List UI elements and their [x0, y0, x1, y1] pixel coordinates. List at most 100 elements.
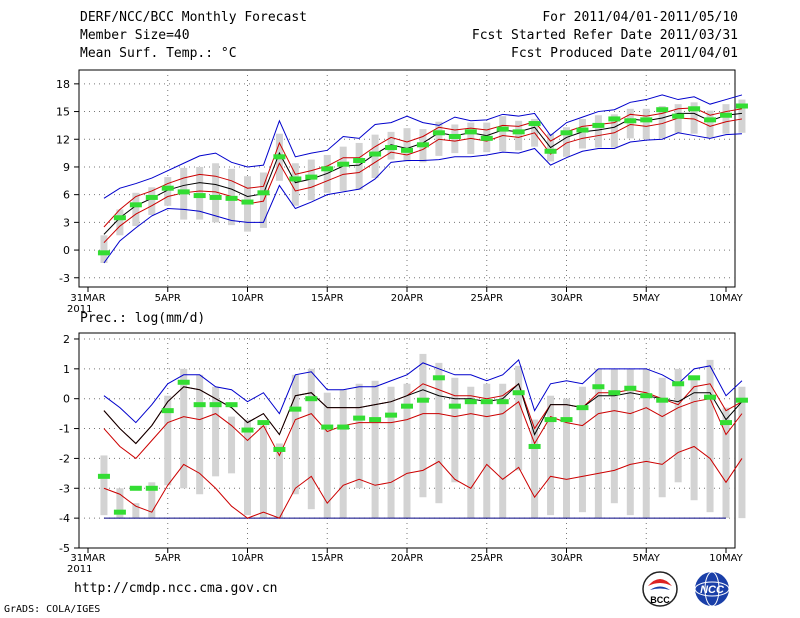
- observed-marker: [257, 190, 270, 196]
- ncc-logo-text: NCC: [700, 584, 725, 596]
- observed-marker: [720, 112, 732, 118]
- ensemble-box: [563, 398, 570, 519]
- ensemble-box: [499, 116, 507, 152]
- observed-marker: [512, 129, 525, 135]
- ensemble-box: [467, 386, 475, 519]
- observed-marker: [480, 135, 493, 141]
- y-tick-label: -3: [59, 482, 70, 495]
- ensemble-box: [100, 455, 108, 516]
- x-tick-label: 25APR: [470, 293, 503, 304]
- series-lower: [103, 445, 743, 519]
- observed-marker: [576, 127, 589, 133]
- x-tick-label: 25APR: [470, 553, 503, 564]
- ensemble-box: [196, 374, 204, 495]
- y-tick-label: -2: [59, 452, 70, 465]
- series-lower: [103, 117, 743, 244]
- ensemble-box: [435, 362, 443, 504]
- ensemble-box: [212, 163, 220, 223]
- ensemble-box: [610, 368, 618, 504]
- observed-marker: [432, 375, 445, 381]
- source-url[interactable]: http://cmdp.ncc.cma.gov.cn: [74, 581, 278, 596]
- ensemble-box: [706, 359, 714, 513]
- ensemble-box: [515, 120, 523, 151]
- x-tick-label: 30APR: [550, 293, 583, 304]
- observed-marker: [464, 129, 477, 135]
- header-right: For 2011/04/01-2011/05/10 Fcst Started R…: [472, 9, 738, 63]
- observed-marker: [321, 166, 334, 172]
- ensemble-box: [148, 482, 156, 519]
- chart-title: DERF/NCC/BCC Monthly Forecast: [80, 10, 307, 25]
- observed-marker: [656, 107, 669, 113]
- x-tick-label: 20APR: [391, 553, 424, 564]
- series-max: [103, 358, 743, 424]
- ensemble-box: [642, 368, 650, 519]
- y-tick-label: 3: [63, 216, 70, 229]
- ensemble-box: [722, 104, 730, 134]
- ensemble-box: [387, 386, 395, 519]
- observed-marker: [608, 116, 621, 122]
- ensemble-box: [355, 142, 363, 191]
- ensemble-box: [451, 377, 459, 483]
- ensemble-box: [578, 386, 586, 513]
- ensemble-box: [594, 368, 602, 519]
- observed-marker: [113, 215, 126, 221]
- observed-marker: [735, 397, 748, 403]
- ensemble-box: [323, 392, 331, 519]
- x-tick-label: 10MAY: [709, 293, 743, 304]
- series-mean: [103, 382, 743, 445]
- ensemble-box: [180, 368, 188, 489]
- ensemble-box: [706, 110, 714, 138]
- observed-marker: [576, 405, 589, 411]
- observed-marker: [496, 399, 509, 405]
- observed-marker: [145, 194, 158, 200]
- observed-marker: [321, 424, 334, 430]
- ensemble-box: [116, 488, 124, 519]
- header-left: DERF/NCC/BCC Monthly Forecast Member Siz…: [80, 9, 307, 63]
- x-tick-label: 10APR: [231, 293, 264, 304]
- observed-marker: [241, 199, 254, 205]
- x-tick-label: 15APR: [311, 293, 344, 304]
- logos: BCC NCC: [642, 571, 730, 607]
- y-tick-label: 0: [63, 244, 70, 257]
- x-tick-label: 31MAR: [70, 293, 105, 304]
- ensemble-box: [499, 383, 507, 519]
- ensemble-box: [164, 177, 172, 206]
- ensemble-box: [291, 374, 299, 495]
- ensemble-box: [722, 407, 730, 519]
- observed-marker: [640, 117, 653, 123]
- x-tick-label: 30APR: [550, 553, 583, 564]
- observed-marker: [416, 397, 429, 403]
- observed-marker: [704, 117, 717, 123]
- observed-marker: [480, 399, 493, 405]
- observed-marker: [193, 193, 206, 199]
- observed-marker: [129, 485, 142, 491]
- observed-marker: [305, 174, 318, 180]
- observed-marker: [161, 408, 174, 414]
- observed-marker: [193, 402, 206, 408]
- observed-marker: [145, 485, 158, 491]
- observed-marker: [544, 148, 557, 154]
- ensemble-box: [690, 377, 698, 501]
- ensemble-box: [212, 386, 220, 477]
- observed-marker: [448, 403, 461, 409]
- series-mid: [103, 398, 743, 460]
- observed-marker: [161, 185, 174, 191]
- observed-marker: [177, 189, 190, 195]
- observed-marker: [416, 142, 429, 148]
- observed-marker: [97, 250, 110, 256]
- panel1-variable: Mean Surf. Temp.: °C: [80, 46, 237, 61]
- ensemble-box: [355, 383, 363, 489]
- grads-credit: GrADS: COLA/IGES: [4, 604, 101, 615]
- ensemble-box: [132, 503, 140, 519]
- observed-marker: [688, 375, 701, 381]
- x-tick-label: 5APR: [155, 293, 181, 304]
- observed-marker: [369, 417, 382, 423]
- ensemble-box: [626, 108, 634, 139]
- observed-marker: [273, 154, 286, 160]
- observed-marker: [129, 202, 142, 208]
- x-tick-label: 10APR: [231, 553, 264, 564]
- y-tick-label: 9: [63, 161, 70, 174]
